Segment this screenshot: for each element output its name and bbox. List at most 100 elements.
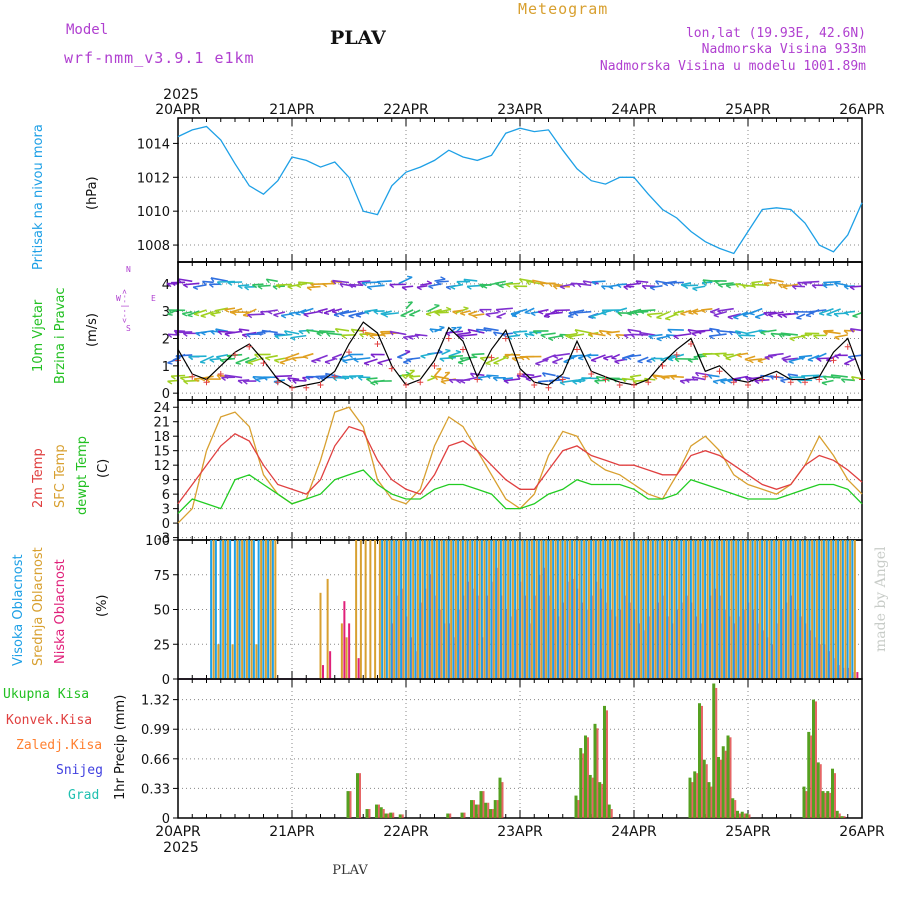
wind-arrow (696, 329, 713, 332)
wind-arrow-head (797, 281, 802, 287)
wind-arrow-head (524, 333, 529, 338)
wind-arrow-head (548, 282, 553, 288)
wind-arrow-head (581, 377, 586, 382)
precip-legend-snow: Snijeg (56, 763, 103, 778)
wind-arrow-head (382, 313, 389, 318)
wind-arrow-head (623, 334, 629, 339)
wind-arrow-head (467, 329, 472, 334)
wind-arrow-head (757, 360, 764, 364)
wind-arrow (802, 280, 820, 284)
conv-precip-bar (691, 782, 694, 818)
cloud-mid-bar (502, 540, 505, 679)
wind-arrow (823, 330, 841, 335)
wind-arrow (287, 377, 300, 381)
wind-gust-marker (217, 371, 224, 378)
wind-arrow (364, 308, 378, 313)
wind-arrow (348, 311, 364, 317)
wind-arrow (306, 329, 321, 333)
wind-arrow-head (475, 328, 481, 334)
wind-arrow (668, 353, 685, 360)
wind-arrow-head (744, 376, 749, 382)
wind-arrow-head (646, 313, 652, 318)
y-tick-label: 6 (162, 488, 170, 503)
wind-arrow-head (684, 378, 690, 384)
total-precip-bar (470, 800, 473, 818)
wind-arrow (433, 367, 442, 377)
wind-gust-marker (773, 373, 780, 380)
cloud-high-bar (248, 540, 251, 679)
model-name: wrf-nmm_v3.9.1 e1km (64, 49, 255, 67)
wind-arrow-head (653, 375, 658, 380)
wind-arrow (436, 280, 449, 283)
y-tick-label: 1012 (137, 171, 170, 186)
wind-arrow-head (200, 331, 206, 336)
wind-arrow (292, 379, 307, 382)
cloud-low-bar (329, 651, 332, 679)
cloud-high-bar (556, 540, 559, 679)
wind-arrow (182, 311, 193, 315)
conv-precip-bar (368, 809, 371, 818)
y-tick-label: 15 (153, 445, 170, 460)
wind-arrow (629, 374, 642, 378)
conv-precip-bar (449, 813, 452, 818)
wind-arrow-head (830, 374, 835, 379)
wind-arrow (737, 352, 749, 356)
wind-arrow (167, 358, 179, 364)
wind-arrow-head (692, 311, 699, 315)
wind-arrow-head (668, 358, 674, 362)
wind-arrow (332, 279, 350, 284)
wind-arrow-head (691, 332, 697, 337)
dewpt-line (177, 469, 863, 514)
wind-arrow (670, 375, 684, 379)
wind-arrow-head (804, 332, 810, 337)
wind-arrow (507, 334, 521, 338)
cloud-mid-bar (540, 540, 543, 679)
cloud-mid-bar (635, 540, 638, 679)
cloud-high-bar (243, 540, 246, 679)
wind-arrow-head (193, 378, 199, 383)
total-precip-bar (389, 812, 393, 818)
wind-arrow-head (243, 314, 249, 317)
wind-arrow-head (782, 359, 788, 364)
wind-arrow (247, 357, 264, 364)
precip-legend-conv: Konvek.Kisa (6, 713, 92, 728)
wind-arrow (414, 333, 428, 337)
wind-arrow (427, 304, 440, 313)
wind-arrow-head (408, 376, 415, 381)
wind-arrow-head (528, 331, 534, 336)
cloud-high-bar (618, 540, 621, 679)
conv-precip-bar (382, 809, 385, 818)
wind-arrow (486, 374, 499, 377)
wind-arrow (822, 283, 834, 286)
wind-arrow-head (479, 357, 485, 362)
wind-arrow-head (192, 286, 199, 291)
wind-arrow-head (317, 310, 323, 314)
wind-arrow-head (847, 356, 854, 360)
wind-arrow-head (479, 309, 484, 314)
wind-arrow-head (348, 315, 354, 319)
wind-arrow (317, 307, 328, 313)
wind-arrow (848, 354, 863, 358)
y-tick-label: 12 (153, 459, 170, 474)
cloud-mid-bar (564, 540, 567, 679)
wind-arrow-head (478, 283, 484, 289)
wind-arrow-head (601, 312, 607, 316)
wind-arrow-head (559, 285, 565, 290)
wind-arrow (502, 377, 513, 380)
cloud-high-bar (271, 540, 274, 679)
wind-arrow (267, 309, 278, 313)
total-precip-bar (831, 768, 834, 818)
wind-arrow-head (588, 316, 594, 319)
wind-arrow-head (641, 285, 647, 290)
conv-precip-bar (739, 813, 741, 818)
conv-precip-bar (392, 812, 395, 818)
wind-arrow-head (649, 286, 655, 291)
cloud-high-bar (651, 540, 654, 679)
cloud-mid-bar (611, 540, 614, 679)
cloud-high-bar (632, 540, 635, 679)
wind-arrow-head (695, 372, 700, 377)
wind-arrow-head (735, 283, 740, 288)
y-tick-label: 4 (162, 278, 170, 293)
wind-arrow-head (545, 313, 551, 318)
cloud-mid-bar (697, 540, 700, 679)
